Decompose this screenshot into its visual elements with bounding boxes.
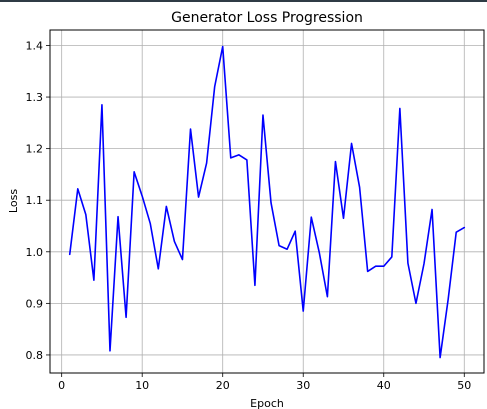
loss-point <box>407 262 409 264</box>
loss-point <box>77 188 79 190</box>
loss-point <box>439 357 441 359</box>
loss-point <box>222 46 224 48</box>
plot-area <box>49 29 485 374</box>
loss-point <box>326 296 328 298</box>
loss-point <box>391 256 393 258</box>
x-tick-label: 50 <box>457 379 471 392</box>
loss-point <box>214 86 216 88</box>
loss-point <box>335 161 337 163</box>
loss-point <box>85 214 87 216</box>
loss-point <box>431 209 433 211</box>
loss-point <box>109 350 111 352</box>
loss-point <box>141 195 143 197</box>
loss-point <box>270 202 272 204</box>
loss-point <box>455 231 457 233</box>
loss-point <box>367 270 369 272</box>
loss-point <box>359 186 361 188</box>
y-tick-label: 0.8 <box>26 349 44 362</box>
y-axis-label: Loss <box>7 189 20 213</box>
loss-point <box>318 252 320 254</box>
grid-layer <box>50 30 484 373</box>
loss-point <box>246 159 248 161</box>
loss-point <box>101 104 103 106</box>
loss-point <box>238 154 240 156</box>
ticks-layer: 0 10 20 30 40 50 0.8 0.9 1.0 1.1 1.2 1.3 1.4 <box>26 39 472 392</box>
loss-point <box>93 279 95 281</box>
loss-point <box>69 253 71 255</box>
loss-point <box>254 284 256 286</box>
y-tick-label: 1.3 <box>26 91 44 104</box>
loss-point <box>157 268 159 270</box>
x-tick-label: 10 <box>135 379 149 392</box>
loss-point <box>294 230 296 232</box>
loss-point <box>343 217 345 219</box>
y-tick-label: 0.9 <box>26 297 44 310</box>
x-tick-label: 20 <box>216 379 230 392</box>
loss-point <box>463 227 465 229</box>
loss-point <box>198 196 200 198</box>
loss-point <box>230 157 232 159</box>
loss-point <box>174 241 176 243</box>
x-axis-label: Epoch <box>250 397 284 409</box>
loss-point <box>447 298 449 300</box>
loss-series-line <box>68 45 466 359</box>
x-tick-label: 30 <box>296 379 310 392</box>
loss-point <box>182 259 184 261</box>
loss-point <box>351 143 353 145</box>
loss-point <box>133 171 135 173</box>
loss-point <box>375 265 377 267</box>
y-tick-label: 1.4 <box>26 39 44 52</box>
y-tick-label: 1.2 <box>26 143 44 156</box>
loss-point <box>190 128 192 130</box>
loss-point <box>383 265 385 267</box>
loss-point <box>262 114 264 116</box>
x-tick-label: 0 <box>58 379 65 392</box>
x-tick-label: 40 <box>377 379 391 392</box>
series-layer <box>68 45 466 359</box>
loss-point <box>399 108 401 110</box>
chart-title: Generator Loss Progression <box>171 10 363 26</box>
top-border <box>0 0 487 2</box>
loss-point <box>278 245 280 247</box>
loss-point <box>117 216 119 218</box>
y-tick-label: 1.1 <box>26 194 44 207</box>
loss-point <box>415 302 417 304</box>
loss-point <box>206 162 208 164</box>
loss-point <box>310 216 312 218</box>
loss-point <box>286 248 288 250</box>
loss-point <box>165 206 167 208</box>
loss-point <box>423 263 425 265</box>
loss-point <box>302 310 304 312</box>
loss-point <box>125 316 127 318</box>
y-tick-label: 1.0 <box>26 246 44 259</box>
loss-point <box>149 223 151 225</box>
